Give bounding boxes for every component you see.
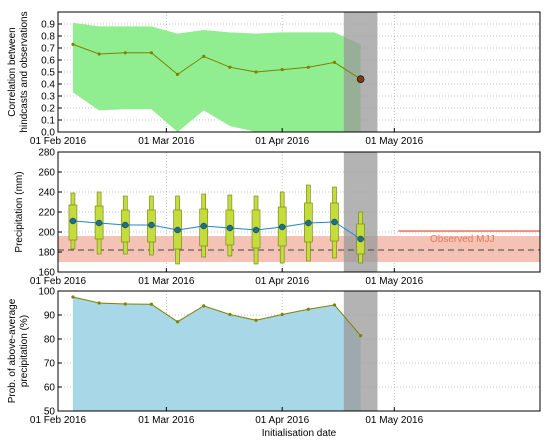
- observed-label: Observed MJJ: [430, 234, 494, 245]
- probability-x-ticks: 01 Feb 2016 01 Mar 2016 01 Apr 2016 01 May …: [30, 407, 424, 426]
- probability-ylabel-line2: precipitation (%): [19, 315, 30, 387]
- correlation-point: [202, 54, 206, 59]
- y-tick-label: 0.2: [41, 104, 55, 115]
- probability-point: [123, 302, 127, 306]
- correlation-point: [71, 42, 75, 47]
- x-tick-label: 01 Feb 2016: [30, 276, 87, 287]
- correlation-x-ticks: 01 Feb 2016 01 Mar 2016 01 Apr 2016 01 May …: [30, 128, 424, 147]
- probability-point: [149, 302, 154, 306]
- x-tick-label: 01 Mar 2016: [138, 415, 195, 426]
- probability-point: [359, 334, 363, 338]
- y-tick-label: 100: [38, 287, 55, 298]
- probability-point: [254, 318, 258, 322]
- x-tick-label: 01 Mar 2016: [138, 276, 195, 287]
- correlation-point: [280, 68, 284, 72]
- probability-point: [175, 320, 180, 324]
- correlation-panel: 0.00.10.20.30.40.50.60.70.80.9 01 Feb 20…: [7, 11, 541, 147]
- ensemble-mean-point: [331, 218, 338, 226]
- x-tick-label: 01 Apr 2016: [255, 276, 309, 287]
- correlation-marks: [71, 12, 378, 132]
- probability-point: [280, 312, 284, 317]
- precipitation-ylabel: Precipitation (mm): [14, 171, 25, 252]
- x-tick-label: 01 Mar 2016: [138, 136, 195, 147]
- correlation-point: [175, 72, 180, 76]
- probability-point: [332, 303, 337, 307]
- ensemble-mean-point: [252, 226, 260, 234]
- y-tick-label: 0.9: [41, 20, 55, 31]
- y-tick-label: 240: [38, 188, 55, 199]
- x-tick-label: 01 Apr 2016: [255, 415, 309, 426]
- ensemble-mean-point: [122, 221, 129, 229]
- y-tick-label: 200: [38, 228, 55, 239]
- y-tick-label: 0.1: [41, 116, 55, 127]
- correlation-point: [306, 65, 310, 69]
- ensemble-mean-point: [278, 223, 286, 231]
- correlation-confidence-band: [72, 22, 361, 132]
- precipitation-marks: [58, 152, 540, 272]
- correlation-point: [254, 70, 258, 74]
- ensemble-mean-point: [200, 222, 207, 230]
- latest-init-band: [343, 291, 378, 411]
- ensemble-mean-point: [174, 226, 181, 234]
- y-tick-label: 260: [38, 168, 55, 179]
- probability-point: [97, 301, 101, 305]
- probability-line: [72, 296, 362, 336]
- ensemble-mean-line: [72, 220, 361, 240]
- probability-area: [72, 297, 361, 411]
- ensemble-mean-point: [357, 235, 364, 243]
- y-tick-label: 0.8: [41, 32, 55, 43]
- x-tick-label: 01 May 2016: [365, 415, 423, 426]
- correlation-point: [123, 51, 127, 55]
- precipitation-y-ticks: 160 180 200 220 240 260 280: [38, 148, 62, 279]
- y-tick-label: 80: [44, 335, 56, 346]
- y-tick-label: 0.7: [41, 44, 55, 55]
- y-tick-label: 90: [44, 311, 56, 322]
- ensemble-mean-point: [95, 219, 103, 227]
- y-tick-label: 50: [44, 407, 56, 418]
- y-tick-label: 0.3: [41, 92, 55, 103]
- probability-ylabel-line1: Prob. of above-average: [7, 298, 18, 403]
- y-tick-label: 220: [38, 208, 55, 219]
- probability-point: [71, 295, 75, 299]
- y-tick-label: 0.4: [41, 80, 55, 91]
- x-tick-label: 01 Feb 2016: [30, 136, 87, 147]
- precipitation-panel: 160 180 200 220 240 260 280 01 Feb 2016 01 Mar …: [14, 148, 541, 287]
- probability-point: [202, 304, 206, 308]
- x-tick-label: 01 May 2016: [365, 276, 423, 287]
- precipitation-x-ticks: 01 Feb 2016 01 Mar 2016 01 Apr 2016 01 May …: [30, 268, 424, 287]
- x-tick-label: 01 May 2016: [365, 136, 423, 147]
- x-tick-label: 01 Apr 2016: [255, 136, 309, 147]
- y-tick-label: 0.5: [41, 68, 55, 79]
- probability-axes-frame: [57, 290, 541, 412]
- correlation-point: [97, 52, 101, 56]
- probability-y-ticks: 50 60 70 80 90 100: [38, 287, 62, 418]
- y-tick-label: 0.0: [41, 128, 55, 139]
- correlation-point: [228, 65, 232, 69]
- y-tick-label: 60: [44, 383, 56, 394]
- ensemble-mean-point: [148, 221, 155, 229]
- probability-point: [228, 312, 232, 317]
- probability-marks: [71, 291, 378, 411]
- y-tick-label: 70: [44, 359, 56, 370]
- ensemble-mean-point: [305, 219, 312, 227]
- correlation-y-ticks: 0.00.10.20.30.40.50.60.70.80.9: [41, 20, 62, 139]
- correlation-point: [356, 75, 365, 83]
- x-tick-label: 01 Feb 2016: [30, 415, 87, 426]
- climatology-band: [58, 236, 540, 262]
- correlation-line: [72, 43, 361, 80]
- x-axis-label: Initialisation date: [262, 428, 337, 439]
- correlation-point: [149, 51, 154, 55]
- probability-panel: 50 60 70 80 90 100 01 Feb 2016 01 Mar 2016 01 A…: [7, 287, 541, 426]
- correlation-ylabel-line1: Correlation between: [7, 27, 18, 117]
- ensemble-mean-point: [226, 224, 234, 232]
- probability-point: [306, 307, 310, 311]
- correlation-ylabel-line2: hindcasts and observations: [19, 11, 30, 132]
- y-tick-label: 0.6: [41, 56, 55, 67]
- y-tick-label: 280: [38, 148, 55, 159]
- correlation-point: [332, 60, 337, 64]
- y-tick-label: 160: [38, 268, 55, 279]
- ensemble-mean-point: [69, 217, 77, 225]
- y-tick-label: 180: [38, 248, 55, 259]
